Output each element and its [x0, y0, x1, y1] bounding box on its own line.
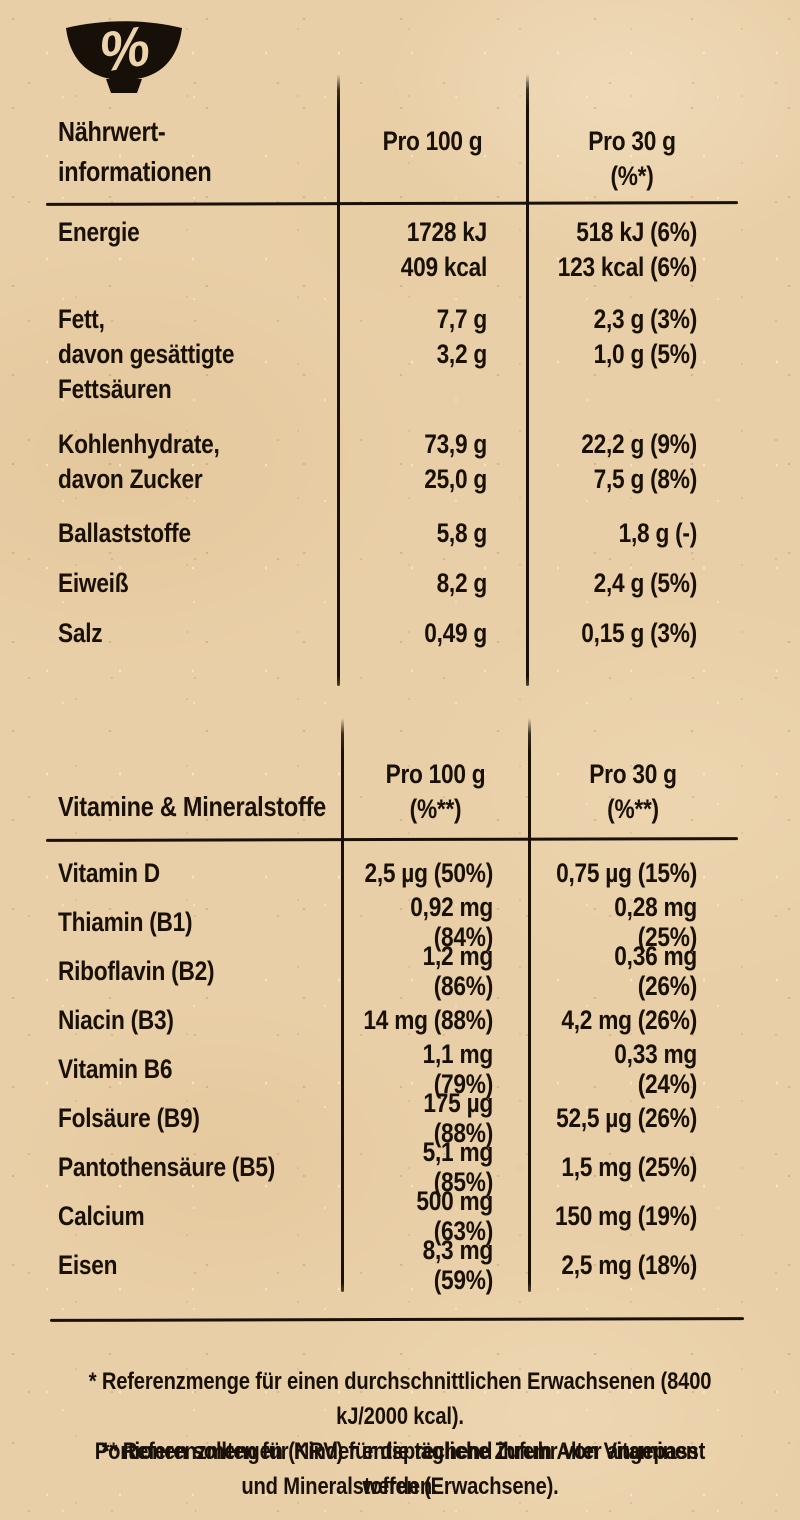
- bowl-foot: [106, 79, 142, 93]
- table2-column-divider-1: [341, 718, 344, 1292]
- table-row-energie: Energie 1728 kJ 409 kcal 518 kJ (6%) 123…: [0, 215, 800, 285]
- table2-column-header-per100g: Pro 100 g (%**): [385, 759, 486, 824]
- value-per-100g: 500 mg (63%): [416, 1185, 493, 1246]
- table-row-ballaststoffe: Ballaststoffe 5,8 g 1,8 g (-): [0, 516, 800, 551]
- value-per-30g: 518 kJ (6%) 123 kcal (6%): [557, 217, 697, 282]
- nutrient-label: Fett, davon gesättigte Fettsäuren: [58, 304, 235, 404]
- value-per-30g: 1,8 g (-): [618, 518, 698, 548]
- value-per-30g: 22,2 g (9%) 7,5 g (8%): [581, 429, 697, 494]
- table-row-kohlenhydrate: Kohlenhydrate, davon Zucker 73,9 g 25,0 …: [0, 427, 800, 497]
- percent-bowl-icon: %: [66, 16, 182, 93]
- table2-column-divider-2: [528, 718, 531, 1292]
- nutrient-label: Riboflavin (B2): [58, 955, 215, 986]
- value-per-100g: 5,1 mg (85%): [422, 1136, 494, 1197]
- value-per-100g: 0,92 mg (84%): [410, 891, 493, 952]
- value-per-30g: 150 mg (19%): [555, 1200, 697, 1231]
- table-row-niacin-b3: Niacin (B3) 14 mg (88%) 4,2 mg (26%): [0, 996, 800, 1045]
- nutrient-label: Pantothensäure (B5): [58, 1151, 276, 1182]
- table-row-folsaeure-b9: Folsäure (B9) 175 µg (88%) 52,5 µg (26%): [0, 1088, 800, 1148]
- percent-glyph: %: [94, 16, 154, 84]
- table1-title-line: Nährwert-: [58, 116, 166, 147]
- table-row-calcium: Calcium 500 mg (63%) 150 mg (19%): [0, 1186, 800, 1246]
- value-per-100g: 7,7 g 3,2 g: [436, 304, 488, 369]
- nutrient-label: Folsäure (B9): [58, 1102, 200, 1133]
- table-row-salz: Salz 0,49 g 0,15 g (3%): [0, 616, 800, 651]
- nutrient-label: Eisen: [58, 1249, 118, 1280]
- value-per-30g: 0,75 µg (15%): [556, 857, 697, 888]
- nutrient-label: Niacin (B3): [58, 1004, 174, 1035]
- nutrient-label: Vitamin D: [58, 857, 160, 888]
- vitamins-rows: Vitamin D 2,5 µg (50%) 0,75 µg (15%) Thi…: [0, 849, 800, 1295]
- value-per-30g: 2,3 g (3%) 1,0 g (5%): [593, 304, 698, 369]
- table-row-eiweiss: Eiweiß 8,2 g 2,4 g (5%): [0, 566, 800, 601]
- nutrient-label: Salz: [58, 618, 103, 648]
- value-per-30g: 4,2 mg (26%): [561, 1004, 697, 1035]
- nutrient-label: Eiweiß: [58, 568, 129, 598]
- table1-title-line: informationen: [58, 156, 212, 187]
- value-per-100g: 1,1 mg (79%): [422, 1038, 494, 1099]
- table-row-thiamin-b1: Thiamin (B1) 0,92 mg (84%) 0,28 mg (25%): [0, 892, 800, 952]
- table-row-pantothensaeure-b5: Pantothensäure (B5) 5,1 mg (85%) 1,5 mg …: [0, 1137, 800, 1197]
- table2-column-header-per30g: Pro 30 g (%**): [589, 759, 677, 824]
- bowl-shape: [66, 21, 182, 80]
- value-per-100g: 8,3 mg (59%): [422, 1234, 494, 1295]
- value-per-100g: 2,5 µg (50%): [364, 857, 493, 888]
- table1-column-header-per30g: Pro 30 g (%*): [588, 126, 676, 191]
- table-row-vitamin-b6: Vitamin B6 1,1 mg (79%) 0,33 mg (24%): [0, 1039, 800, 1099]
- nutrient-label: Thiamin (B1): [58, 906, 193, 937]
- value-per-30g: 0,15 g (3%): [581, 618, 697, 648]
- value-per-100g: 1728 kJ 409 kcal: [400, 217, 488, 282]
- table1-column-divider-2: [526, 74, 529, 686]
- nutrient-label: Kohlenhydrate, davon Zucker: [58, 429, 220, 494]
- footnote-reference-amount: * Referenzmenge für einen durchschnittli…: [88, 1368, 712, 1500]
- footnote-nrv: ** Referenzmengen (NRV) für die tägliche…: [101, 1438, 699, 1500]
- nutrient-label: Vitamin B6: [58, 1053, 173, 1084]
- value-per-30g: 2,5 mg (18%): [561, 1249, 697, 1280]
- table-row-vitamin-d: Vitamin D 2,5 µg (50%) 0,75 µg (15%): [0, 849, 800, 898]
- value-per-100g: 175 µg (88%): [423, 1087, 493, 1148]
- table1-title: Nährwert- informationen: [58, 112, 241, 192]
- value-per-100g: 0,49 g: [424, 618, 487, 648]
- value-per-30g: 0,33 mg (24%): [614, 1038, 697, 1099]
- value-per-100g: 14 mg (88%): [363, 1004, 493, 1035]
- table-row-eisen: Eisen 8,3 mg (59%) 2,5 mg (18%): [0, 1235, 800, 1295]
- nutrient-label: Calcium: [58, 1200, 145, 1231]
- table-row-riboflavin-b2: Riboflavin (B2) 1,2 mg (86%) 0,36 mg (26…: [0, 941, 800, 1001]
- table-row-fett: Fett, davon gesättigte Fettsäuren 7,7 g …: [0, 302, 800, 407]
- value-per-30g: 2,4 g (5%): [593, 568, 698, 598]
- value-per-100g: 73,9 g 25,0 g: [424, 429, 487, 494]
- nutrient-label: Energie: [58, 217, 140, 247]
- value-per-100g: 1,2 mg (86%): [422, 940, 494, 1001]
- value-per-30g: 1,5 mg (25%): [561, 1151, 697, 1182]
- value-per-30g: 52,5 µg (26%): [556, 1102, 697, 1133]
- value-per-30g: 0,28 mg (25%): [614, 891, 697, 952]
- value-per-100g: 8,2 g: [436, 568, 488, 598]
- table1-column-divider-1: [337, 74, 340, 686]
- nutrient-label: Ballaststoffe: [58, 518, 191, 548]
- value-per-30g: 0,36 mg (26%): [614, 940, 697, 1001]
- table2-title: Vitamine & Mineralstoffe: [58, 791, 326, 822]
- table1-column-header-per100g: Pro 100 g: [382, 126, 483, 156]
- value-per-100g: 5,8 g: [436, 518, 488, 548]
